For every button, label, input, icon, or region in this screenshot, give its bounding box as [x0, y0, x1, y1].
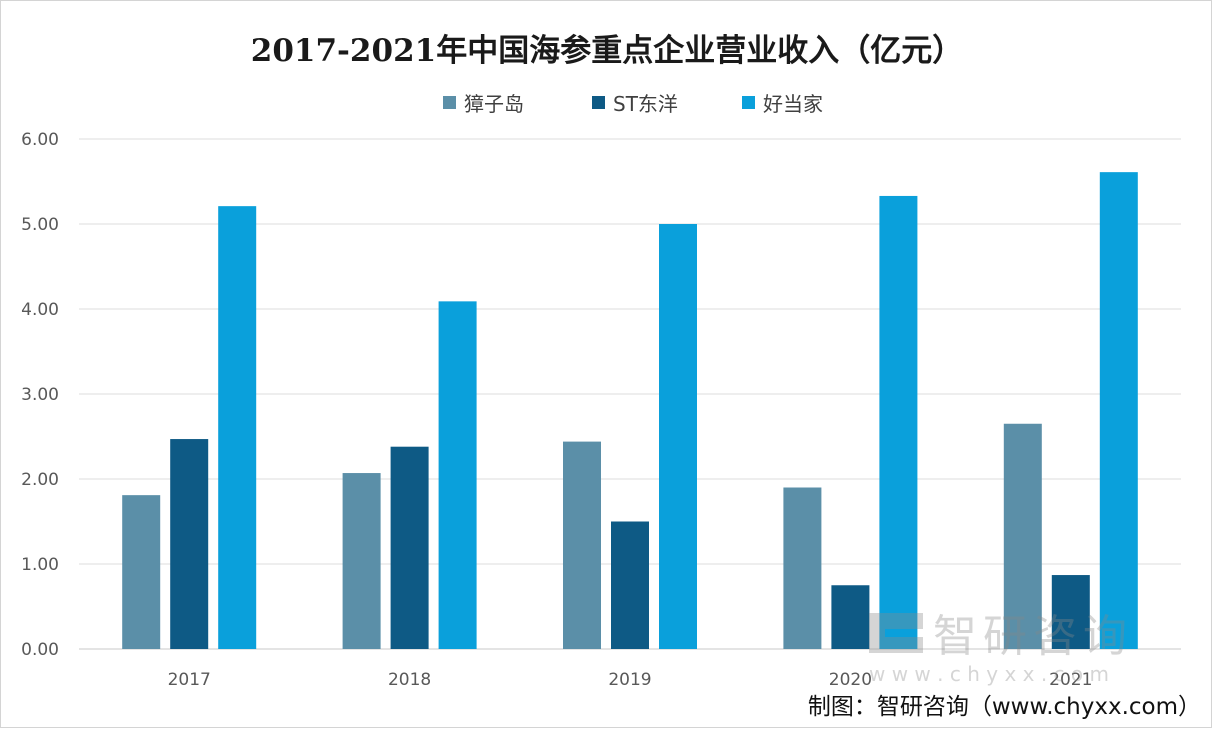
x-tick-label: 2019: [608, 670, 651, 690]
bars: [122, 172, 1138, 649]
legend-swatch: [443, 96, 456, 109]
source-note: 制图：智研咨询（www.chyxx.com）: [808, 694, 1201, 720]
bar: [342, 473, 381, 649]
legend-label: 好当家: [763, 92, 823, 116]
y-tick-label: 1.00: [21, 555, 59, 575]
watermark-name: 智研咨询: [933, 611, 1133, 662]
y-tick-label: 2.00: [21, 470, 59, 490]
y-tick-label: 5.00: [21, 215, 59, 235]
watermark-url: w w w . c h y x x . c o m: [869, 662, 1109, 686]
bar: [390, 446, 429, 649]
bar: [218, 206, 257, 649]
x-tick-label: 2020: [829, 670, 872, 690]
y-tick-label: 0.00: [21, 640, 59, 660]
bar: [831, 585, 870, 649]
legend-swatch: [742, 96, 755, 109]
bar: [879, 195, 918, 649]
x-tick-label: 2021: [1049, 670, 1092, 690]
bar: [611, 521, 649, 649]
watermark-logo-icon: [869, 613, 923, 653]
bar: [170, 439, 209, 649]
gridlines: [79, 138, 1181, 650]
bar: [438, 301, 477, 649]
bar: [563, 441, 601, 649]
legend: 獐子岛 ST东洋 好当家: [443, 92, 823, 116]
bar: [1099, 172, 1138, 649]
y-tick-label: 3.00: [21, 385, 59, 405]
bar: [783, 487, 822, 649]
y-tick-label: 6.00: [21, 130, 59, 150]
bar: [659, 224, 697, 649]
legend-swatch: [592, 96, 605, 109]
chart-title: 2017-2021年中国海参重点企业营业收入（亿元）: [251, 33, 963, 69]
legend-label: ST东洋: [613, 92, 678, 116]
bar: [122, 495, 161, 649]
bar: [1051, 575, 1090, 649]
y-tick-label: 4.00: [21, 300, 59, 320]
x-tick-label: 2018: [388, 670, 431, 690]
x-axis: 2017 2018 2019 2020 2021: [168, 670, 1093, 690]
legend-label: 獐子岛: [464, 92, 524, 116]
bar: [1003, 423, 1042, 649]
y-axis: 0.00 1.00 2.00 3.00 4.00 5.00 6.00: [21, 130, 59, 660]
watermark: 智研咨询 w w w . c h y x x . c o m: [869, 611, 1133, 686]
x-tick-label: 2017: [168, 670, 211, 690]
